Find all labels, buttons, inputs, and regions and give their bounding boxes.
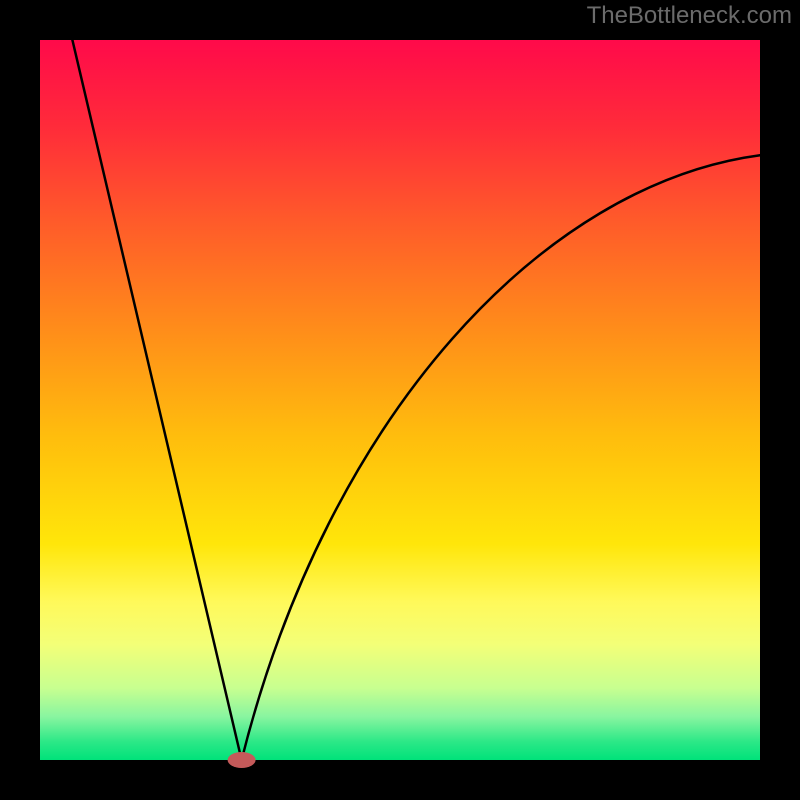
bottleneck-chart xyxy=(0,0,800,800)
optimal-point-marker xyxy=(228,752,256,768)
watermark-text: TheBottleneck.com xyxy=(587,2,792,30)
plot-background xyxy=(40,40,760,760)
chart-frame: TheBottleneck.com xyxy=(0,0,800,800)
